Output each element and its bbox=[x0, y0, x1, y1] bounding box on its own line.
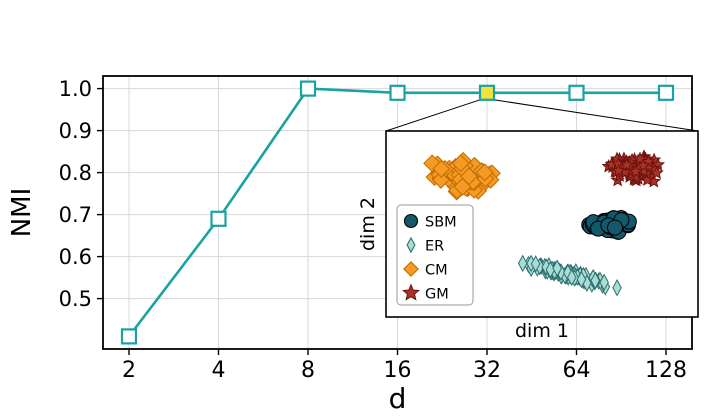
inset-legend bbox=[396, 204, 474, 306]
inset-x-axis-label: dim 1 bbox=[515, 320, 569, 342]
inset-cluster-sbm bbox=[581, 210, 637, 240]
x-tick-label: 2 bbox=[122, 358, 136, 383]
y-tick-label: 0.9 bbox=[59, 119, 92, 143]
x-axis-label: d bbox=[389, 382, 407, 415]
x-tick-label: 64 bbox=[563, 358, 591, 383]
legend-marker-cm-icon bbox=[403, 261, 419, 277]
legend-label-er: ER bbox=[425, 239, 444, 255]
y-tick-label: 0.5 bbox=[59, 287, 92, 311]
y-axis-label: NMI bbox=[7, 188, 37, 238]
x-tick-label: 4 bbox=[212, 358, 226, 383]
inset-legend-entries: SBM ER CM GM bbox=[401, 213, 457, 303]
inset-cluster-gm bbox=[601, 149, 666, 188]
y-tick-label: 0.8 bbox=[59, 161, 92, 185]
legend-marker-sbm-icon bbox=[403, 213, 419, 229]
inset-y-axis-label: dim 2 bbox=[357, 197, 379, 251]
y-tick-label: 0.7 bbox=[59, 203, 92, 227]
x-tick-label: 16 bbox=[384, 358, 412, 383]
y-tick-label: 0.6 bbox=[59, 245, 92, 269]
legend-marker-er-icon bbox=[406, 236, 416, 254]
inset-cluster-er bbox=[517, 254, 622, 297]
legend-label-cm: CM bbox=[425, 263, 448, 279]
x-tick-label: 32 bbox=[473, 358, 501, 383]
x-tick-label: 128 bbox=[645, 358, 687, 383]
x-tick-label: 8 bbox=[301, 358, 315, 383]
axis-ticks bbox=[97, 87, 667, 355]
inset-cluster-cm bbox=[423, 151, 501, 201]
y-tick-label: 1.0 bbox=[59, 77, 92, 101]
data-point-markers bbox=[120, 80, 675, 345]
legend-label-gm: GM bbox=[425, 287, 449, 303]
legend-marker-gm-icon bbox=[401, 283, 421, 301]
legend-label-sbm: SBM bbox=[425, 215, 457, 231]
zoom-connector-left bbox=[385, 99, 481, 132]
tick-labels: 0.5 0.6 0.7 0.8 0.9 1.0 2 4 8 16 32 64 128 bbox=[59, 77, 687, 383]
zoom-connector-right bbox=[493, 99, 699, 132]
